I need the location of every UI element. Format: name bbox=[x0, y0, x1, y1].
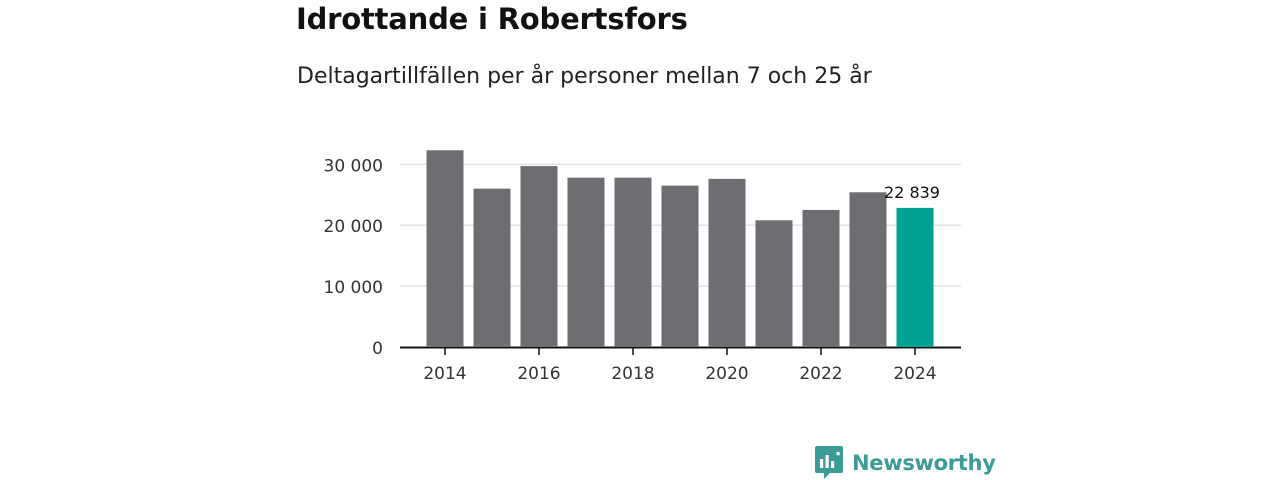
x-tick-label: 2022 bbox=[799, 364, 842, 384]
brand-name: Newsworthy bbox=[852, 450, 996, 475]
bars bbox=[426, 150, 934, 347]
chart-title: Idrottande i Robertsfors bbox=[296, 2, 688, 36]
bar-2023 bbox=[849, 192, 887, 347]
newsworthy-logo-icon bbox=[815, 446, 843, 479]
bar-2019 bbox=[661, 185, 699, 347]
x-tick-label: 2018 bbox=[611, 364, 654, 384]
y-tick-label: 30 000 bbox=[324, 156, 383, 176]
data-labels: 22 839 bbox=[884, 183, 940, 202]
bar-2014 bbox=[426, 150, 464, 347]
x-axis-ticks: 2014 2016 2018 2020 2022 2024 bbox=[423, 348, 937, 384]
y-tick-label: 10 000 bbox=[324, 278, 383, 298]
chart-subtitle: Deltagartillfällen per år personer mella… bbox=[297, 64, 872, 89]
bar-2016 bbox=[520, 166, 558, 347]
bar-2024 bbox=[896, 207, 934, 347]
newsworthy-brand: Newsworthy bbox=[815, 446, 996, 479]
bar-chart: 0 10 000 20 000 30 000 2014 2016 2018 2020 2022… bbox=[324, 150, 961, 384]
x-tick-label: 2016 bbox=[517, 364, 560, 384]
bar-2018 bbox=[614, 177, 652, 347]
bar-2020 bbox=[708, 178, 746, 347]
bar-2015 bbox=[473, 188, 511, 347]
x-tick-label: 2020 bbox=[705, 364, 748, 384]
y-tick-label: 20 000 bbox=[324, 217, 383, 237]
bar-2021 bbox=[755, 220, 793, 347]
highlight-data-label: 22 839 bbox=[884, 183, 940, 202]
bar-2022 bbox=[802, 209, 840, 347]
y-tick-label: 0 bbox=[372, 339, 383, 359]
x-tick-label: 2024 bbox=[893, 364, 936, 384]
bar-2017 bbox=[567, 177, 605, 347]
x-tick-label: 2014 bbox=[423, 364, 466, 384]
y-axis-ticks: 0 10 000 20 000 30 000 bbox=[324, 156, 383, 359]
